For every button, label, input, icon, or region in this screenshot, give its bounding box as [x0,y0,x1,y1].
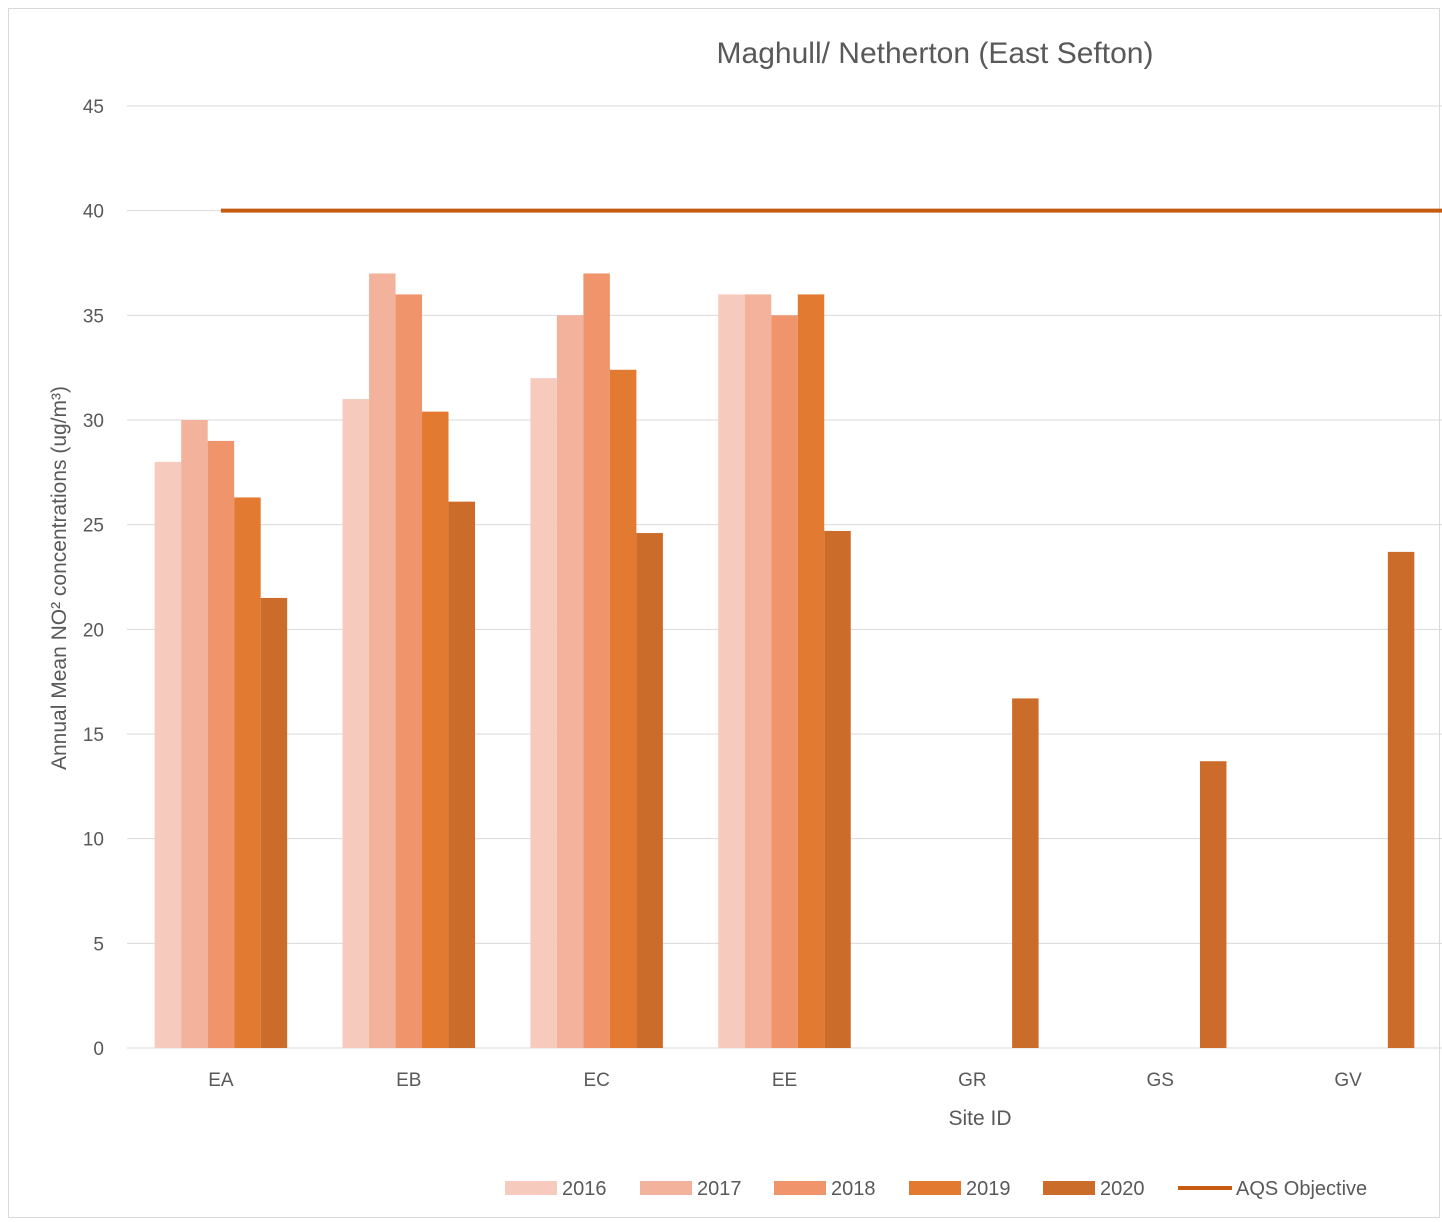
x-tick-label: EC [583,1070,609,1091]
bar-EC-2019 [609,369,637,1048]
bar-EE-2016 [718,294,745,1048]
legend-label-2016: 2016 [562,1178,607,1200]
bar-EA-2020 [260,597,288,1048]
x-tick-label: GV [1334,1070,1362,1091]
legend-label-2018: 2018 [831,1178,876,1200]
bar-EA-2018 [207,440,235,1048]
y-tick-label: 30 [83,411,104,432]
y-tick-label: 35 [83,306,104,327]
legend-swatch-2019 [909,1181,961,1195]
y-tick-label: 5 [93,934,104,955]
legend-swatch-2020 [1043,1181,1095,1195]
bar-EB-2017 [369,273,396,1048]
y-axis-title: Annual Mean NO² concentrations (ug/m³) [48,386,71,770]
x-tick-label: GR [958,1070,987,1091]
y-tick-label: 40 [83,202,104,223]
legend-label-2017: 2017 [697,1178,742,1200]
x-tick-label: EA [208,1070,234,1091]
legend-label-2020: 2020 [1100,1178,1145,1200]
bar-EE-2018 [771,315,798,1048]
y-tick-label: 15 [83,725,104,746]
bar-EB-2018 [395,294,423,1048]
x-tick-label: EE [772,1070,797,1091]
y-tick-label: 25 [83,516,104,537]
bar-EC-2017 [556,315,584,1048]
bar-EE-2017 [744,294,772,1048]
bar-EC-2020 [636,533,663,1048]
legend-label-aqs-objective: AQS Objective [1236,1178,1367,1200]
bar-EA-2017 [181,420,208,1048]
bar-EA-2019 [234,497,261,1048]
x-axis-title: Site ID [948,1107,1011,1130]
bar-EE-2019 [797,294,825,1048]
x-axis-ticks: EA EB EC EE GR GS GV [208,1070,1362,1091]
bar-GR-2020 [1012,698,1039,1048]
x-tick-label: GS [1146,1070,1173,1091]
y-tick-label: 45 [83,97,104,118]
y-tick-label: 20 [83,620,104,641]
x-tick-label: EB [396,1070,421,1091]
bar-EC-2018 [583,273,610,1048]
bar-EC-2016 [530,378,557,1049]
y-tick-label: 0 [93,1039,104,1060]
legend-swatch-2018 [774,1181,826,1195]
bar-EB-2019 [422,411,449,1048]
y-axis-ticks: 0 5 10 15 20 25 30 35 40 45 [83,97,104,1060]
legend-swatch-2016 [505,1181,557,1195]
bar-EE-2020 [824,530,851,1048]
bar-EA-2016 [154,461,182,1048]
bar-EB-2016 [342,399,370,1049]
bars [154,273,1415,1049]
bar-GV-2020 [1387,551,1415,1048]
y-tick-label: 10 [83,830,104,851]
bar-EB-2020 [448,501,476,1048]
chart-title: Maghull/ Netherton (East Sefton) [717,37,1154,70]
bar-GS-2020 [1199,761,1227,1048]
legend-label-2019: 2019 [966,1178,1011,1200]
legend-swatch-2017 [640,1181,692,1195]
legend: 2016 2017 2018 2019 2020 AQS Objective [505,1178,1367,1200]
